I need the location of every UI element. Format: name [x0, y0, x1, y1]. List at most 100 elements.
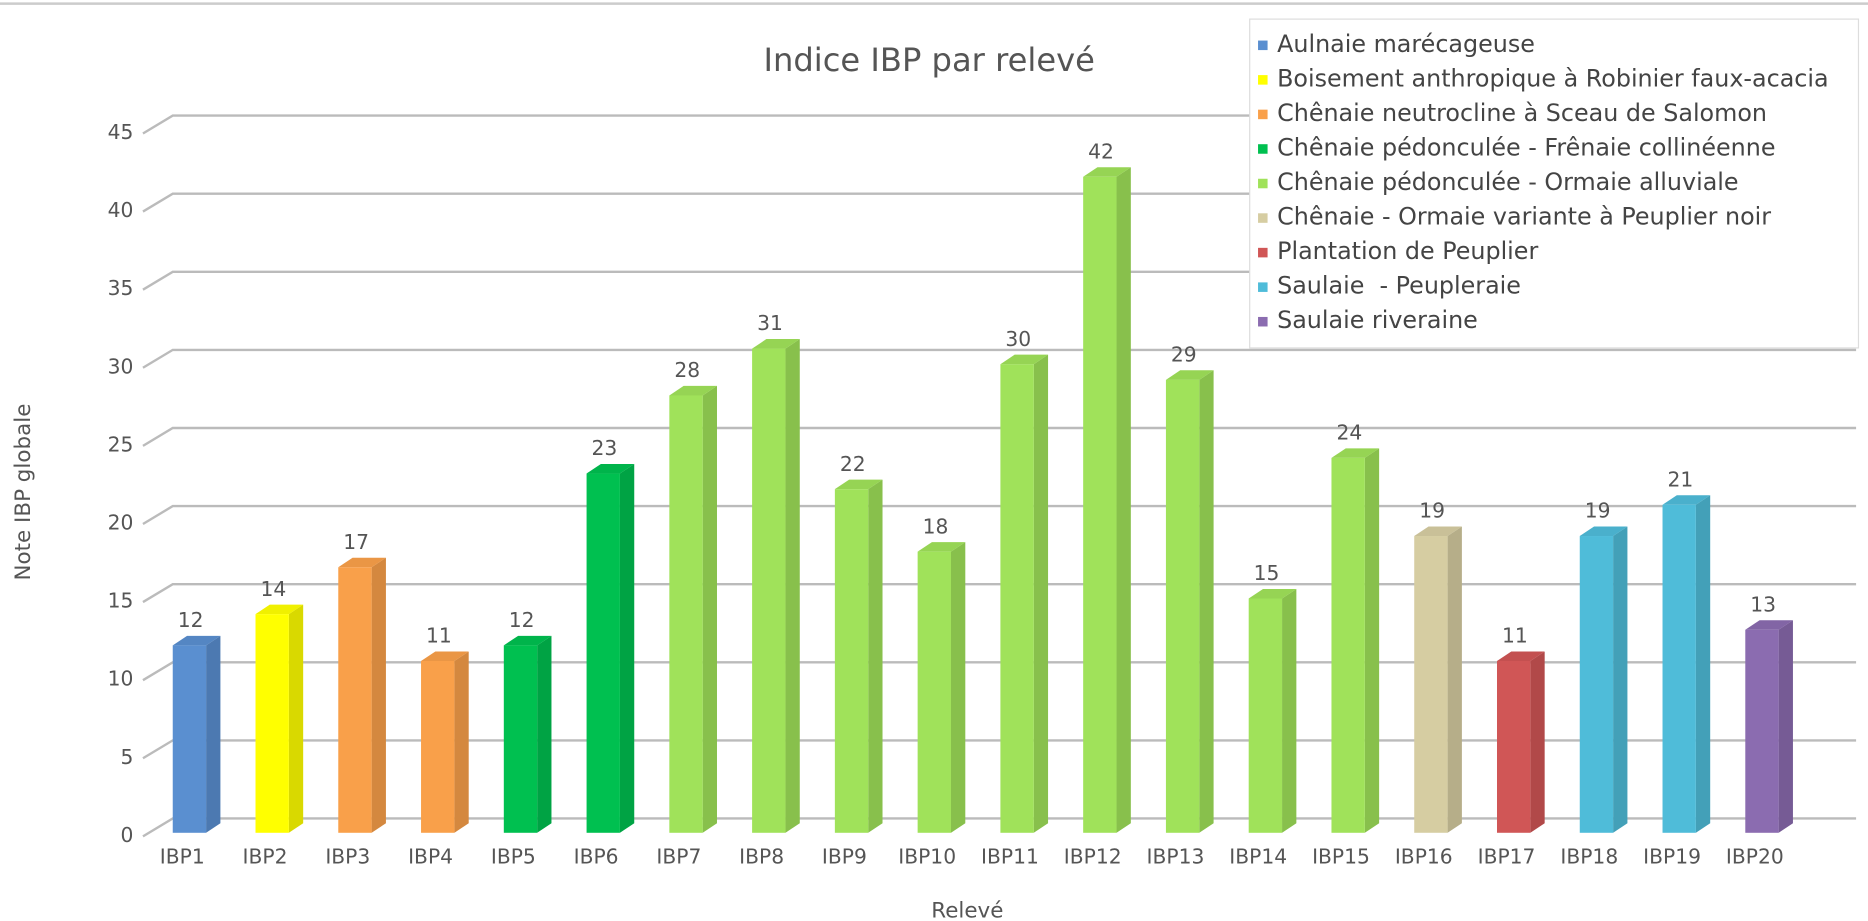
bar-top: [1662, 495, 1711, 505]
bar: [1496, 660, 1531, 833]
data-label: 19: [1585, 499, 1611, 523]
bar-top: [752, 339, 800, 349]
bar-top-shade: [1414, 526, 1462, 537]
bar-top-shade: [752, 339, 800, 349]
data-label: 12: [509, 608, 535, 632]
x-tick-label: IBP2: [243, 844, 288, 868]
bar-top-shade: [1579, 526, 1628, 537]
x-tick-label: IBP7: [656, 844, 701, 868]
data-label: 17: [343, 530, 369, 554]
bar-side-shade: [1116, 167, 1131, 833]
x-tick-label: IBP8: [739, 844, 784, 868]
bar-side: [1033, 354, 1049, 833]
bar: [1165, 379, 1200, 833]
bar: [255, 614, 289, 833]
bar-top-shade: [1496, 651, 1545, 661]
bar-top-shade: [421, 651, 469, 661]
bar-side-shade: [371, 557, 386, 833]
bar-side: [619, 464, 635, 833]
legend-swatch: [1258, 109, 1268, 120]
x-tick-label: IBP9: [822, 844, 867, 868]
data-label: 28: [674, 358, 700, 382]
y-tick-label: 15: [108, 589, 134, 613]
bar-side-shade: [206, 635, 221, 833]
legend-label: Boisement anthropique à Robinier faux-ac…: [1277, 64, 1829, 92]
bar-side-shade: [454, 651, 469, 833]
bar-top-shade: [255, 604, 304, 615]
bar: [1579, 536, 1614, 833]
grid-line: [142, 504, 1857, 525]
data-label: 30: [1005, 327, 1031, 351]
x-tick-label: IBP1: [160, 844, 205, 868]
bar-side: [288, 604, 304, 833]
y-axis-label: Note IBP globale: [11, 404, 36, 581]
bar-top: [834, 479, 883, 490]
bar-side-shade: [537, 635, 552, 833]
bar-top: [338, 557, 386, 568]
chart-title: Indice IBP par relevé: [764, 41, 1095, 79]
bar-side: [1778, 620, 1793, 833]
legend-label: Chênaie pédonculée - Frênaie collinéenne: [1277, 133, 1775, 161]
bar-side: [1447, 526, 1462, 833]
bar-top-shade: [586, 464, 635, 474]
x-tick-label: IBP10: [898, 844, 956, 868]
x-tick-label: IBP6: [574, 844, 619, 868]
y-tick-label: 45: [108, 120, 134, 144]
bar-top-shade: [1331, 448, 1380, 458]
y-tick-label: 5: [121, 745, 134, 769]
data-label: 13: [1750, 592, 1776, 616]
legend-swatch: [1258, 178, 1268, 189]
legend-label: Aulnaie marécageuse: [1277, 30, 1535, 58]
bar-side-shade: [1778, 620, 1793, 833]
y-tick-label: 25: [108, 432, 134, 456]
bar: [586, 473, 620, 833]
bar-side: [1613, 526, 1628, 833]
legend-label: Chênaie neutrocline à Sceau de Salomon: [1277, 99, 1767, 127]
data-label: 12: [178, 608, 204, 632]
x-tick-label: IBP19: [1643, 844, 1701, 868]
legend-label: Saulaie - Peupleraie: [1277, 272, 1521, 300]
bar-top: [1414, 526, 1462, 537]
bar-side: [1530, 651, 1545, 833]
bar-side: [537, 635, 552, 833]
bar-top: [503, 635, 552, 646]
bar-side: [950, 542, 966, 833]
y-tick-label: 30: [108, 354, 134, 378]
data-label: 24: [1336, 421, 1362, 445]
y-tick-label: 20: [108, 510, 134, 534]
bar-top-shade: [1000, 354, 1049, 365]
x-tick-label: IBP5: [491, 844, 536, 868]
bar-top: [669, 385, 717, 396]
bar-top: [255, 604, 304, 615]
legend-label: Saulaie riveraine: [1277, 306, 1478, 334]
x-tick-label: IBP4: [408, 844, 453, 868]
bar: [1000, 364, 1034, 833]
data-label: 11: [426, 624, 452, 648]
bar-side: [1695, 495, 1711, 833]
data-label: 19: [1419, 499, 1445, 523]
y-tick-label: 0: [121, 823, 134, 847]
legend-label: Chênaie pédonculée - Ormaie alluviale: [1277, 168, 1738, 196]
bar-top: [172, 635, 221, 646]
bar-side: [702, 385, 717, 833]
y-tick-label: 40: [108, 198, 134, 222]
bar: [752, 348, 786, 833]
bar-side-shade: [1364, 448, 1380, 833]
bar-side-shade: [868, 479, 883, 833]
bar: [503, 645, 538, 833]
data-label: 15: [1254, 561, 1280, 585]
x-tick-label: IBP16: [1395, 844, 1453, 868]
bar-side: [1364, 448, 1380, 833]
bar-top-shade: [172, 635, 221, 646]
bar-side-shade: [1282, 588, 1297, 833]
bar-top: [421, 651, 469, 661]
data-label: 14: [260, 577, 286, 601]
data-label: 18: [923, 514, 949, 538]
bar-side-shade: [702, 385, 717, 833]
bar-top-shade: [917, 542, 966, 552]
data-label: 31: [757, 311, 783, 335]
legend-box: [1249, 18, 1860, 349]
bar: [1414, 536, 1448, 833]
data-label: 42: [1088, 139, 1114, 163]
